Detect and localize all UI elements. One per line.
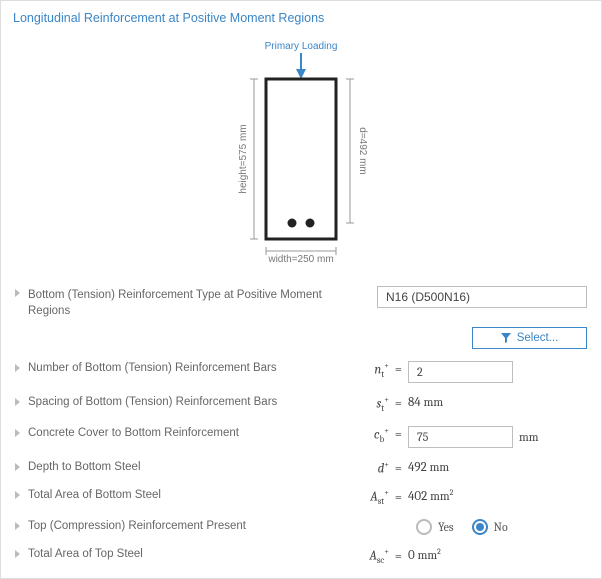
chevron-right-icon <box>15 550 20 558</box>
chevron-right-icon <box>15 463 20 471</box>
d-dim-label: d=492 mm <box>357 127 368 175</box>
cross-section-diagram: Primary Loading height=575 mm d=492 mm w… <box>7 33 595 280</box>
chevron-right-icon <box>15 289 20 297</box>
symbol-n-bars: nt+ = <box>338 361 408 380</box>
radio-circle-icon <box>472 519 488 535</box>
row-area-top: Total Area of Top Steel Asc+ = 0 mm2 <box>7 541 595 572</box>
filter-icon <box>501 333 511 343</box>
label-area-top: Total Area of Top Steel <box>28 547 338 563</box>
label-area-bot: Total Area of Bottom Steel <box>28 488 338 504</box>
n-bars-input[interactable] <box>408 361 513 383</box>
label-top-present: Top (Compression) Reinforcement Present <box>28 519 338 535</box>
row-cover: Concrete Cover to Bottom Reinforcement c… <box>7 420 595 454</box>
symbol-depth: d+ = <box>338 460 408 476</box>
chevron-right-icon <box>15 398 20 406</box>
label-spacing: Spacing of Bottom (Tension) Reinforcemen… <box>28 395 338 411</box>
cover-input[interactable] <box>408 426 513 448</box>
label-depth: Depth to Bottom Steel <box>28 460 338 476</box>
value-depth: 492 mm <box>408 460 449 475</box>
chevron-right-icon <box>15 429 20 437</box>
beam-section <box>266 79 336 239</box>
row-rebar-type: Bottom (Tension) Reinforcement Type at P… <box>7 280 595 325</box>
select-button-label: Select... <box>517 332 559 344</box>
primary-loading-label: Primary Loading <box>265 41 338 52</box>
height-dim-label: height=575 mm <box>238 124 249 193</box>
symbol-cover: cb+ = <box>338 426 408 445</box>
row-n-bars: Number of Bottom (Tension) Reinforcement… <box>7 355 595 389</box>
symbol-area-bot: Ast+ = <box>338 488 408 507</box>
value-area-top: 0 mm2 <box>408 547 441 563</box>
label-rebar-type: Bottom (Tension) Reinforcement Type at P… <box>28 286 338 319</box>
row-top-present: Top (Compression) Reinforcement Present … <box>7 513 595 541</box>
width-dim-label: width=250 mm <box>267 254 333 262</box>
label-n-bars: Number of Bottom (Tension) Reinforcement… <box>28 361 338 377</box>
symbol-spacing: st+ = <box>338 395 408 414</box>
chevron-right-icon <box>15 491 20 499</box>
radio-yes-label: Yes <box>438 520 454 534</box>
radio-no[interactable]: No <box>472 519 508 535</box>
radio-no-label: No <box>494 520 508 534</box>
label-cover: Concrete Cover to Bottom Reinforcement <box>28 426 338 442</box>
row-depth: Depth to Bottom Steel d+ = 492 mm <box>7 454 595 482</box>
chevron-right-icon <box>15 364 20 372</box>
radio-yes[interactable]: Yes <box>416 519 454 535</box>
bottom-bar-icon <box>306 219 315 228</box>
radio-circle-icon <box>416 519 432 535</box>
row-area-bot: Total Area of Bottom Steel Ast+ = 402 mm… <box>7 482 595 513</box>
chevron-right-icon <box>15 522 20 530</box>
select-button[interactable]: Select... <box>472 327 587 349</box>
rebar-type-input[interactable] <box>377 286 587 308</box>
row-spacing: Spacing of Bottom (Tension) Reinforcemen… <box>7 389 595 420</box>
bottom-bar-icon <box>288 219 297 228</box>
symbol-area-top: Asc+ = <box>338 547 408 566</box>
top-present-radio-group: Yes No <box>416 519 508 535</box>
value-area-bot: 402 mm2 <box>408 488 453 504</box>
section-title: Longitudinal Reinforcement at Positive M… <box>7 7 595 33</box>
cover-unit: mm <box>519 430 539 444</box>
value-spacing: 84 mm <box>408 395 443 410</box>
